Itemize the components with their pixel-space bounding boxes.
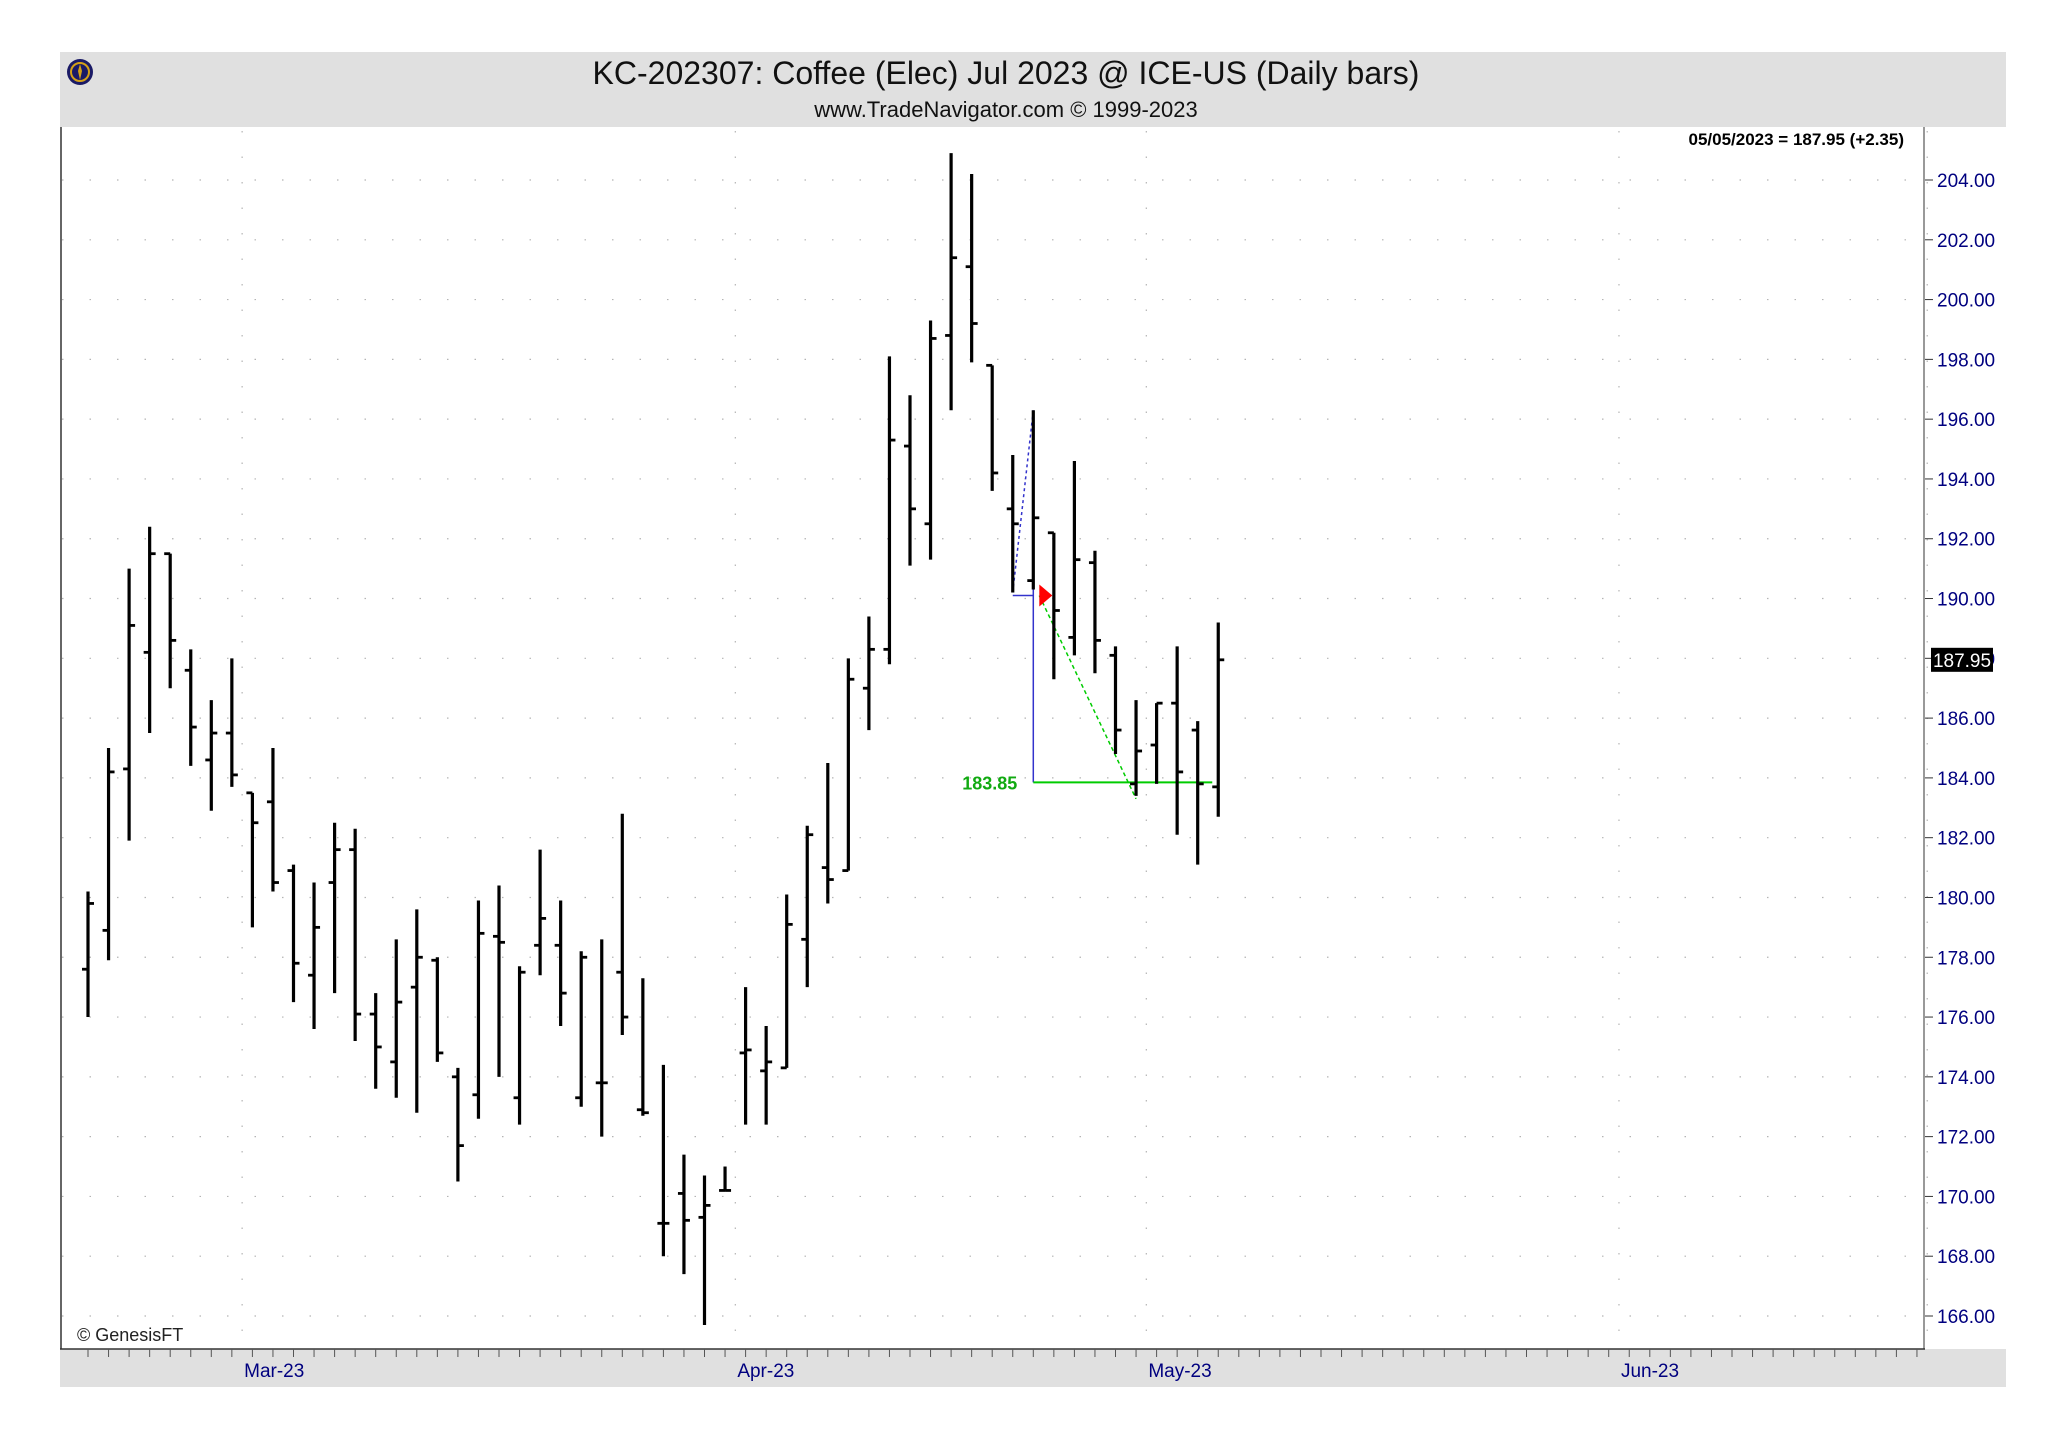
ohlc-bar <box>636 978 649 1116</box>
ohlc-bar <box>82 891 94 1018</box>
ohlc-bar <box>390 939 403 1098</box>
ohlc-bar <box>1191 721 1204 865</box>
y-tick-label: 174.00 <box>1937 1068 1995 1089</box>
last-price-label: 187.95 <box>1933 651 1991 672</box>
ohlc-bar <box>472 900 485 1119</box>
ohlc-bar <box>1171 646 1184 835</box>
ohlc-bar <box>739 987 752 1125</box>
ohlc-bar <box>164 552 177 689</box>
y-tick-label: 176.00 <box>1937 1008 1995 1029</box>
ohlc-bar <box>821 762 834 904</box>
ohlc-bar <box>308 882 321 1030</box>
ohlc-bar <box>431 957 444 1062</box>
y-tick-label: 186.00 <box>1937 709 1995 730</box>
ohlc-bar <box>123 568 136 841</box>
ohlc-bar <box>1027 410 1040 590</box>
y-tick-label: 196.00 <box>1937 410 1995 431</box>
chart-title: KC-202307: Coffee (Elec) Jul 2023 @ ICE-… <box>593 55 1420 91</box>
last-price-box <box>1931 647 1993 672</box>
y-tick-label: 172.00 <box>1937 1128 1995 1149</box>
right-axis-background <box>1925 127 2006 1349</box>
ohlc-bars <box>82 153 1225 1325</box>
y-tick-label: 184.00 <box>1937 769 1995 790</box>
ohlc-bar <box>225 658 238 787</box>
x-tick-label: May-23 <box>1148 1361 1211 1382</box>
ohlc-bar <box>842 658 855 872</box>
x-tick-label: Mar-23 <box>244 1361 304 1382</box>
ohlc-bar <box>554 900 567 1027</box>
last-bar-readout: 05/05/2023 = 187.95 (+2.35) <box>1688 130 1904 149</box>
ohlc-bar <box>205 700 218 811</box>
y-tick-label: 202.00 <box>1937 231 1995 252</box>
y-tick-label: 182.00 <box>1937 829 1995 850</box>
trade-navigator-logo-icon[interactable] <box>67 59 93 85</box>
ohlc-bar <box>780 894 793 1070</box>
copyright-label: © GenesisFT <box>77 1325 183 1345</box>
sell-signal-marker <box>1039 584 1053 607</box>
ohlc-bar <box>451 1067 464 1182</box>
chart-subtitle: www.TradeNavigator.com © 1999-2023 <box>813 97 1197 122</box>
y-tick-label: 198.00 <box>1937 350 1995 371</box>
ohlc-bar <box>595 939 608 1137</box>
ohlc-bar <box>1006 455 1019 593</box>
x-axis: Mar-23 Apr-23 May-23 Jun-23 <box>87 1349 1918 1382</box>
ohlc-bar <box>677 1154 690 1275</box>
ohlc-bar <box>143 526 156 734</box>
y-tick-label: 190.00 <box>1937 590 1995 611</box>
y-tick-label: 192.00 <box>1937 530 1995 551</box>
ohlc-bar <box>1212 622 1225 817</box>
ohlc-bar <box>1088 550 1101 674</box>
ohlc-bar <box>1047 531 1060 680</box>
ohlc-bar <box>1130 700 1143 796</box>
ohlc-bar <box>986 363 999 491</box>
ohlc-bar <box>369 993 382 1089</box>
ohlc-bar <box>534 849 547 976</box>
ohlc-bar <box>575 951 588 1107</box>
pattern-leg-line <box>1012 410 1035 593</box>
marker-layer: 187.95 <box>1039 584 1993 672</box>
plot-area <box>60 127 1925 1349</box>
y-tick-label: 168.00 <box>1937 1247 1995 1268</box>
ohlc-bar <box>246 791 259 928</box>
ohlc-bar <box>287 864 300 1003</box>
ohlc-bar <box>1068 461 1081 656</box>
ohlc-bar <box>349 828 362 1041</box>
x-tick-label: Jun-23 <box>1621 1361 1679 1382</box>
ohlc-bar <box>904 395 916 566</box>
target-level-label: 183.85 <box>962 773 1017 793</box>
y-tick-label: 194.00 <box>1937 470 1995 491</box>
y-tick-label: 180.00 <box>1937 888 1995 909</box>
ohlc-bar <box>719 1166 732 1192</box>
ohlc-bar <box>945 153 958 411</box>
ohlc-bar <box>801 825 814 988</box>
ohlc-bar <box>616 813 629 1035</box>
ohlc-bar <box>266 748 279 892</box>
title-bar-background <box>60 52 2006 127</box>
ohlc-bar <box>862 616 875 731</box>
ohlc-bar <box>883 356 896 665</box>
x-tick-label: Apr-23 <box>737 1361 794 1382</box>
y-tick-label: 200.00 <box>1937 291 1995 312</box>
ohlc-bar <box>760 1026 773 1125</box>
ohlc-bar <box>657 1064 670 1257</box>
ohlc-bar <box>102 748 115 961</box>
ohlc-bar <box>493 885 505 1077</box>
ohlc-bar <box>1150 701 1163 784</box>
y-tick-label: 170.00 <box>1937 1187 1995 1208</box>
ohlc-bar <box>513 966 526 1125</box>
y-tick-label: 178.00 <box>1937 948 1995 969</box>
ohlc-bar <box>698 1175 711 1325</box>
ohlc-bar <box>184 649 197 766</box>
ohlc-bar <box>1109 646 1122 754</box>
y-tick-label: 204.00 <box>1937 171 1995 192</box>
y-tick-label: 166.00 <box>1937 1307 1995 1328</box>
ohlc-bar <box>410 909 423 1113</box>
ohlc-bar <box>965 174 978 363</box>
ohlc-bar <box>328 822 341 994</box>
ohlc-bar <box>924 320 937 560</box>
